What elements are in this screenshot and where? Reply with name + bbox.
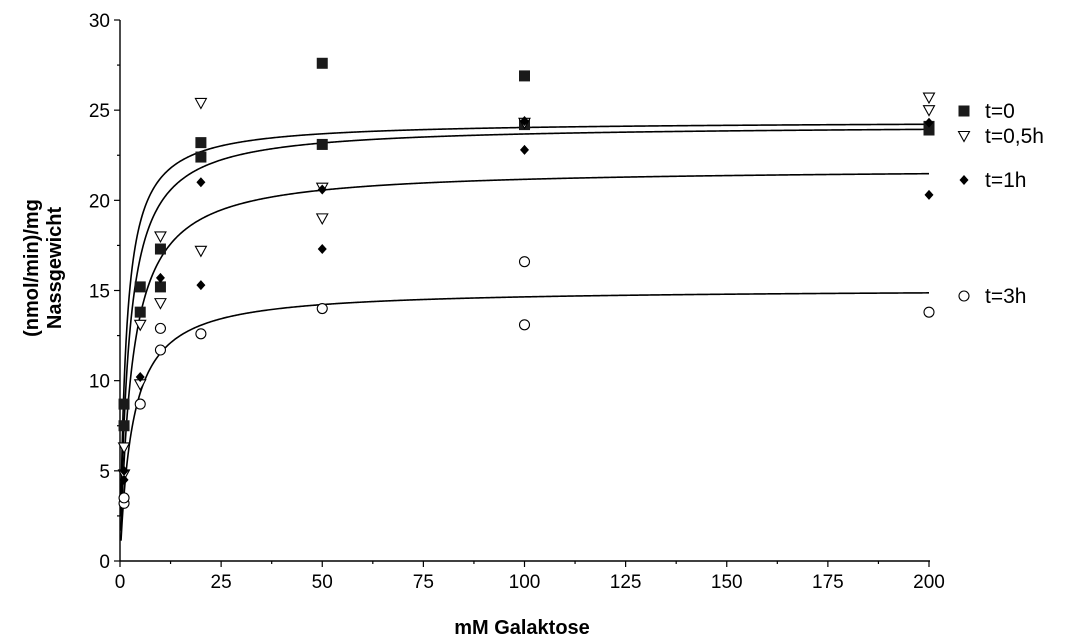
data-point-series-2 xyxy=(922,105,936,117)
data-point-series-3 xyxy=(119,465,129,476)
data-point-series-4 xyxy=(518,256,531,268)
data-point-series-1 xyxy=(154,243,166,255)
data-point-series-3 xyxy=(520,115,529,126)
data-point-series-2 xyxy=(315,213,329,226)
legend-item-series-4: t=3h xyxy=(958,285,1026,308)
data-point-series-4 xyxy=(195,328,207,340)
data-point-series-3 xyxy=(924,117,934,128)
legend-label: t=1h xyxy=(985,169,1026,192)
data-point-series-3 xyxy=(317,184,327,195)
legend-item-series-3: t=1h xyxy=(959,169,1026,192)
x-tick-label: 150 xyxy=(711,572,743,593)
data-point-series-1 xyxy=(134,306,146,318)
legend-label: t=0,5h xyxy=(985,125,1044,148)
legend-marker xyxy=(957,130,971,143)
legend-item-series-2: t=0,5h xyxy=(957,125,1044,148)
legend-marker xyxy=(958,290,970,302)
legend-marker xyxy=(959,175,969,185)
data-point-series-1 xyxy=(316,138,328,150)
data-point-series-2 xyxy=(133,319,147,332)
data-point-series-3 xyxy=(520,144,529,155)
legend: t=0t=0,5h t=1h t=3h xyxy=(957,100,1044,308)
data-point-series-1 xyxy=(316,57,328,69)
x-tick-label: 25 xyxy=(211,572,232,593)
y-tick-label: 0 xyxy=(99,552,110,573)
legend-item-series-1: t=0 xyxy=(958,100,1015,123)
x-tick-label: 100 xyxy=(509,572,541,593)
y-tick-label: 20 xyxy=(89,191,110,212)
x-axis-title: mM Galaktose xyxy=(454,617,590,639)
data-points xyxy=(117,57,936,509)
data-point-series-3 xyxy=(155,272,165,283)
data-point-series-2 xyxy=(194,245,208,258)
data-point-series-2 xyxy=(154,231,167,244)
y-tick-label: 30 xyxy=(89,11,110,32)
data-point-series-3 xyxy=(196,177,206,188)
x-tick-label: 0 xyxy=(115,572,126,593)
data-point-series-4 xyxy=(134,398,146,410)
y-tick-label: 5 xyxy=(99,462,110,483)
x-tick-label: 200 xyxy=(913,572,945,593)
data-point-series-2 xyxy=(922,92,936,105)
x-tick-label: 175 xyxy=(812,572,844,593)
data-point-series-4 xyxy=(118,492,130,504)
fit-curve-series-4 xyxy=(120,292,930,541)
y-tick-label: 10 xyxy=(89,372,110,393)
data-point-series-1 xyxy=(134,281,146,293)
y-axis-title: (nmol/min)/mg Nassgewicht xyxy=(21,199,66,337)
y-axis-title-line-2: Nassgewicht xyxy=(44,207,66,330)
fit-curve-series-1 xyxy=(120,123,930,499)
data-point-series-4 xyxy=(154,322,166,334)
data-point-series-1 xyxy=(118,420,130,432)
x-tick-label: 75 xyxy=(413,572,434,593)
data-point-series-4 xyxy=(518,319,531,331)
axes: 0 25 50 75 100 125 150 175 200 0 5 10 15 20 25 30 xyxy=(89,11,945,593)
y-tick-label: 15 xyxy=(89,282,110,303)
data-point-series-4 xyxy=(316,302,328,315)
legend-label: t=3h xyxy=(985,285,1026,308)
data-point-series-4 xyxy=(923,306,935,318)
data-point-series-2 xyxy=(194,97,208,110)
data-point-series-1 xyxy=(154,281,166,293)
y-axis-title-line-1: (nmol/min)/mg xyxy=(21,199,43,337)
data-point-series-1 xyxy=(118,398,130,410)
fit-curve-series-2 xyxy=(120,128,930,517)
legend-label: t=0 xyxy=(985,100,1015,123)
x-tick-label: 50 xyxy=(312,572,333,593)
data-point-series-3 xyxy=(135,372,145,383)
y-tick-label: 25 xyxy=(89,101,110,122)
data-point-series-1 xyxy=(519,70,530,82)
data-point-series-4 xyxy=(154,344,166,356)
data-point-series-2 xyxy=(154,298,167,310)
data-point-series-1 xyxy=(195,151,207,163)
data-point-series-3 xyxy=(196,280,206,291)
legend-marker xyxy=(958,105,970,117)
data-point-series-3 xyxy=(119,474,129,485)
data-point-series-2 xyxy=(117,442,131,455)
fit-curves xyxy=(120,123,930,541)
data-point-series-3 xyxy=(924,189,934,200)
data-point-series-3 xyxy=(317,244,327,255)
data-point-series-1 xyxy=(195,137,207,149)
fit-curve-series-3 xyxy=(120,172,930,531)
x-tick-label: 125 xyxy=(610,572,642,593)
